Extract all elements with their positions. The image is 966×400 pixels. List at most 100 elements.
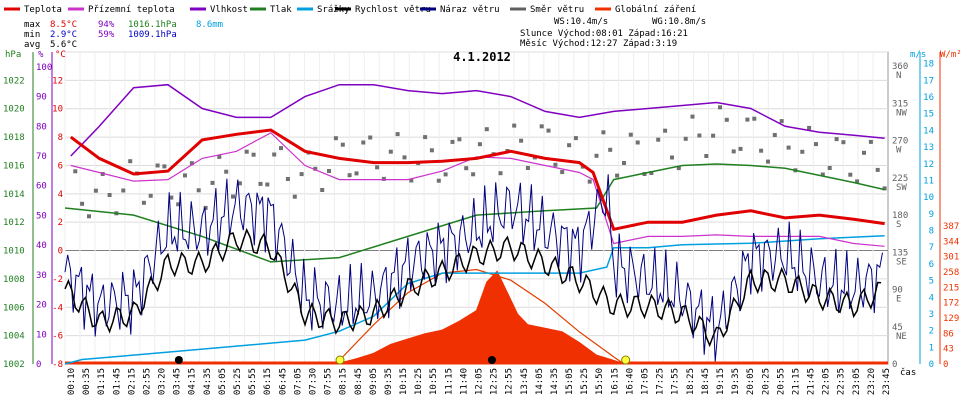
tick-wm2: 86 (943, 329, 954, 339)
wind-direction-marker (608, 147, 613, 152)
tick-hpa: 1012 (3, 218, 25, 228)
stats-max-hum: 94% (98, 20, 115, 30)
tick-x: 20:25 (761, 368, 771, 395)
wind-direction-marker (279, 146, 283, 151)
axis-unit-temp: °C (55, 50, 66, 60)
tick-x: 21:15 (791, 368, 801, 395)
tick-x: 10:25 (414, 368, 424, 395)
wind-direction-marker (320, 188, 325, 192)
tick-ms: 13 (923, 143, 934, 153)
info-sun: Slunce Východ:08:01 Západ:16:21 (520, 29, 688, 39)
tick-x: 10:55 (429, 368, 439, 395)
wind-direction-marker (704, 154, 709, 158)
stats-min-press: 1009.1hPa (128, 30, 177, 40)
tick-dir-label: E (896, 295, 901, 305)
tick-hpa: 1006 (3, 303, 25, 313)
tick-x: 09:05 (369, 368, 379, 395)
wind-direction-marker (779, 119, 784, 124)
tick-ms: 1 (929, 343, 934, 353)
series-temperature (69, 128, 885, 232)
wind-direction-marker (882, 186, 887, 191)
tick-x: 15:05 (565, 368, 575, 395)
tick-x: 03:20 (158, 368, 168, 395)
wind-direction-marker (169, 195, 174, 200)
tick-wm2: 344 (943, 237, 959, 247)
wind-direction-marker (395, 132, 400, 137)
wind-direction-marker (244, 149, 249, 154)
tick-temp: 6 (58, 161, 63, 171)
series-pressure (64, 163, 885, 263)
tick-x: 02:55 (142, 368, 152, 395)
tick-wm2: 0 (943, 360, 948, 370)
tick-x: 23:45 (882, 368, 892, 395)
legend-label: Tlak (270, 5, 292, 15)
wind-direction-marker (107, 193, 112, 197)
wind-direction-marker (724, 117, 729, 122)
wind-direction-marker (402, 155, 407, 160)
wind-direction-marker (711, 133, 716, 138)
stats-max-press: 1016.1hPa (128, 20, 177, 30)
tick-x: 23:05 (852, 368, 862, 395)
tick-x: 17:25 (656, 368, 666, 395)
wind-direction-marker (772, 133, 777, 137)
moonset-marker (174, 356, 183, 364)
tick-temp: -4 (52, 303, 63, 313)
tick-ms: 4 (929, 293, 934, 303)
tick-wm2: 301 (943, 253, 959, 263)
wind-direction-marker (87, 214, 91, 219)
tick-x: 06:15 (263, 368, 273, 395)
wind-direction-marker (429, 148, 434, 153)
tick-x: 15:50 (595, 368, 605, 395)
tick-hpa: 1008 (3, 275, 25, 285)
tick-dir: 270 (892, 137, 908, 147)
wind-direction-marker (848, 172, 853, 177)
wind-direction-marker (676, 166, 681, 171)
wind-direction-marker (183, 173, 187, 178)
stats-min-temp: 2.9°C (50, 30, 77, 40)
wind-direction-marker (752, 116, 757, 121)
wind-direction-marker (560, 170, 565, 174)
legend-label: Vlhkost (210, 5, 248, 15)
tick-hpa: 1016 (3, 161, 25, 171)
tick-x: 19:35 (731, 368, 741, 395)
wind-direction-marker (443, 172, 448, 177)
tick-hpa: 1014 (3, 190, 25, 200)
wind-direction-marker (381, 176, 386, 181)
wind-direction-marker (759, 148, 764, 153)
tick-dir: 45 (892, 323, 903, 333)
tick-ms: 12 (923, 160, 934, 170)
tick-x: 20:05 (746, 368, 756, 395)
tick-ms: 6 (929, 260, 934, 270)
tick-pct: 90 (36, 93, 47, 103)
tick-x: 19:15 (716, 368, 726, 395)
wind-direction-marker (841, 140, 846, 145)
tick-x: 00:10 (67, 368, 77, 395)
wind-direction-marker (642, 172, 647, 176)
moonrise-marker (487, 356, 496, 364)
stats-avg-temp: 5.6°C (50, 40, 77, 50)
wind-direction-marker (100, 172, 105, 176)
wind-direction-marker (231, 194, 235, 199)
tick-x: 10:15 (399, 368, 409, 395)
wind-direction-marker (875, 167, 880, 172)
series-humidity (70, 83, 885, 157)
legend-label: Teplota (24, 5, 62, 15)
wind-direction-marker (121, 188, 126, 193)
tick-x: 18:45 (701, 368, 711, 395)
tick-temp: -2 (52, 275, 63, 285)
tick-x: 22:05 (822, 368, 832, 395)
tick-x: 05:55 (248, 368, 258, 395)
stats-max-rain: 8.6mm (196, 20, 223, 30)
wind-direction-marker (464, 166, 469, 171)
wind-direction-marker (409, 178, 414, 183)
wind-direction-marker (546, 128, 551, 133)
tick-ms: 18 (923, 60, 934, 70)
series-radiation-area (335, 270, 625, 365)
tick-x: 20:55 (776, 368, 786, 395)
tick-x: 04:35 (203, 368, 213, 395)
tick-temp: 0 (58, 247, 63, 257)
wind-direction-marker (80, 201, 85, 206)
tick-ms: 16 (923, 93, 934, 103)
tick-x: 02:15 (127, 368, 137, 395)
